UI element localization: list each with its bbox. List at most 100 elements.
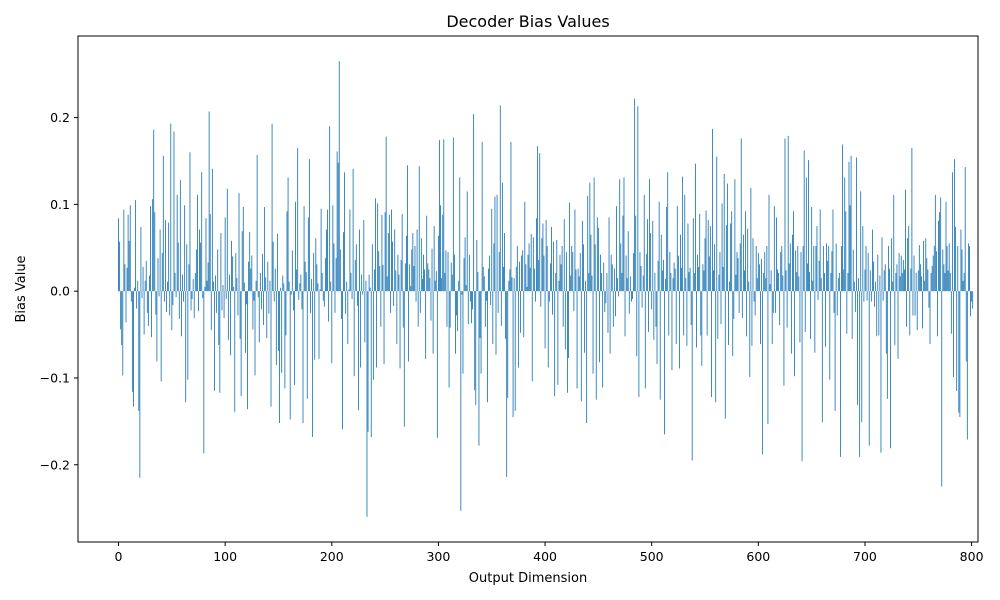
bar — [760, 291, 761, 345]
bar — [539, 153, 541, 292]
bar — [463, 258, 465, 292]
bar — [340, 291, 342, 319]
bar — [333, 243, 335, 292]
bar — [816, 226, 818, 292]
bar — [921, 276, 922, 292]
bar — [648, 291, 649, 332]
y-tick-label: −0.2 — [40, 457, 70, 472]
bar — [443, 139, 445, 292]
bar — [123, 209, 125, 292]
bar — [755, 246, 757, 292]
bar — [906, 291, 907, 327]
bar — [379, 266, 381, 292]
bar — [782, 275, 784, 292]
bar — [263, 291, 264, 326]
bar — [150, 206, 151, 292]
bar — [173, 131, 175, 292]
bar — [328, 291, 330, 322]
bar — [129, 205, 131, 292]
bar — [735, 274, 737, 292]
bar — [505, 291, 507, 339]
bar — [449, 291, 451, 328]
bar — [947, 270, 949, 292]
bar — [681, 267, 682, 292]
x-tick-label: 700 — [853, 549, 877, 564]
bar — [858, 278, 859, 292]
bar — [262, 253, 263, 292]
bar — [661, 270, 663, 292]
bar — [313, 252, 315, 292]
x-tick-label: 800 — [960, 549, 984, 564]
bar — [191, 291, 193, 299]
bar — [742, 234, 744, 292]
bar — [487, 291, 488, 403]
bar — [423, 254, 424, 292]
bar — [508, 280, 510, 292]
x-tick-label: 500 — [640, 549, 664, 564]
bar — [589, 182, 591, 292]
bar — [135, 200, 137, 292]
bar — [898, 252, 900, 292]
bar — [485, 291, 487, 301]
bar — [377, 203, 379, 292]
bar — [749, 291, 751, 378]
bar — [192, 279, 194, 292]
bar — [239, 291, 241, 339]
bar — [365, 280, 367, 292]
bar — [398, 274, 400, 292]
bar — [243, 282, 245, 292]
bar — [819, 209, 821, 292]
bar — [924, 280, 926, 292]
bar — [418, 166, 420, 292]
bar — [765, 278, 767, 292]
bar — [698, 266, 700, 292]
bar — [413, 266, 415, 292]
bar — [744, 270, 745, 292]
bar — [177, 242, 179, 292]
bar — [140, 226, 142, 292]
bar — [577, 268, 579, 292]
bar — [329, 126, 331, 292]
bar — [652, 220, 654, 292]
bar — [215, 275, 216, 292]
bar — [767, 291, 769, 424]
bar — [908, 226, 910, 292]
bar — [296, 269, 298, 292]
bar — [710, 291, 712, 398]
bar — [843, 269, 845, 292]
bar — [752, 238, 754, 292]
bar — [828, 246, 830, 292]
bar — [761, 259, 762, 292]
bar — [352, 168, 354, 292]
bar — [241, 231, 243, 292]
bar — [617, 278, 618, 292]
bar — [310, 291, 311, 313]
bar — [694, 163, 696, 292]
bar — [396, 291, 398, 345]
bar — [510, 141, 512, 292]
bar — [520, 291, 521, 333]
bar — [136, 291, 138, 309]
bar — [857, 291, 858, 405]
bar — [428, 269, 430, 292]
bar — [186, 244, 188, 292]
bar — [301, 291, 303, 310]
bar — [404, 263, 406, 292]
bar — [151, 291, 152, 338]
bar — [616, 206, 617, 292]
bar — [370, 291, 372, 437]
bar — [440, 205, 441, 292]
bar — [307, 217, 309, 292]
bar — [897, 291, 899, 359]
bar — [506, 291, 508, 477]
bar — [885, 291, 887, 354]
bar — [176, 194, 178, 292]
bar — [451, 274, 453, 292]
bar — [629, 276, 631, 292]
bar — [305, 272, 307, 292]
bar — [205, 218, 207, 292]
bar — [932, 255, 934, 292]
bar — [748, 281, 750, 292]
bar — [302, 291, 304, 424]
bar — [745, 211, 746, 292]
